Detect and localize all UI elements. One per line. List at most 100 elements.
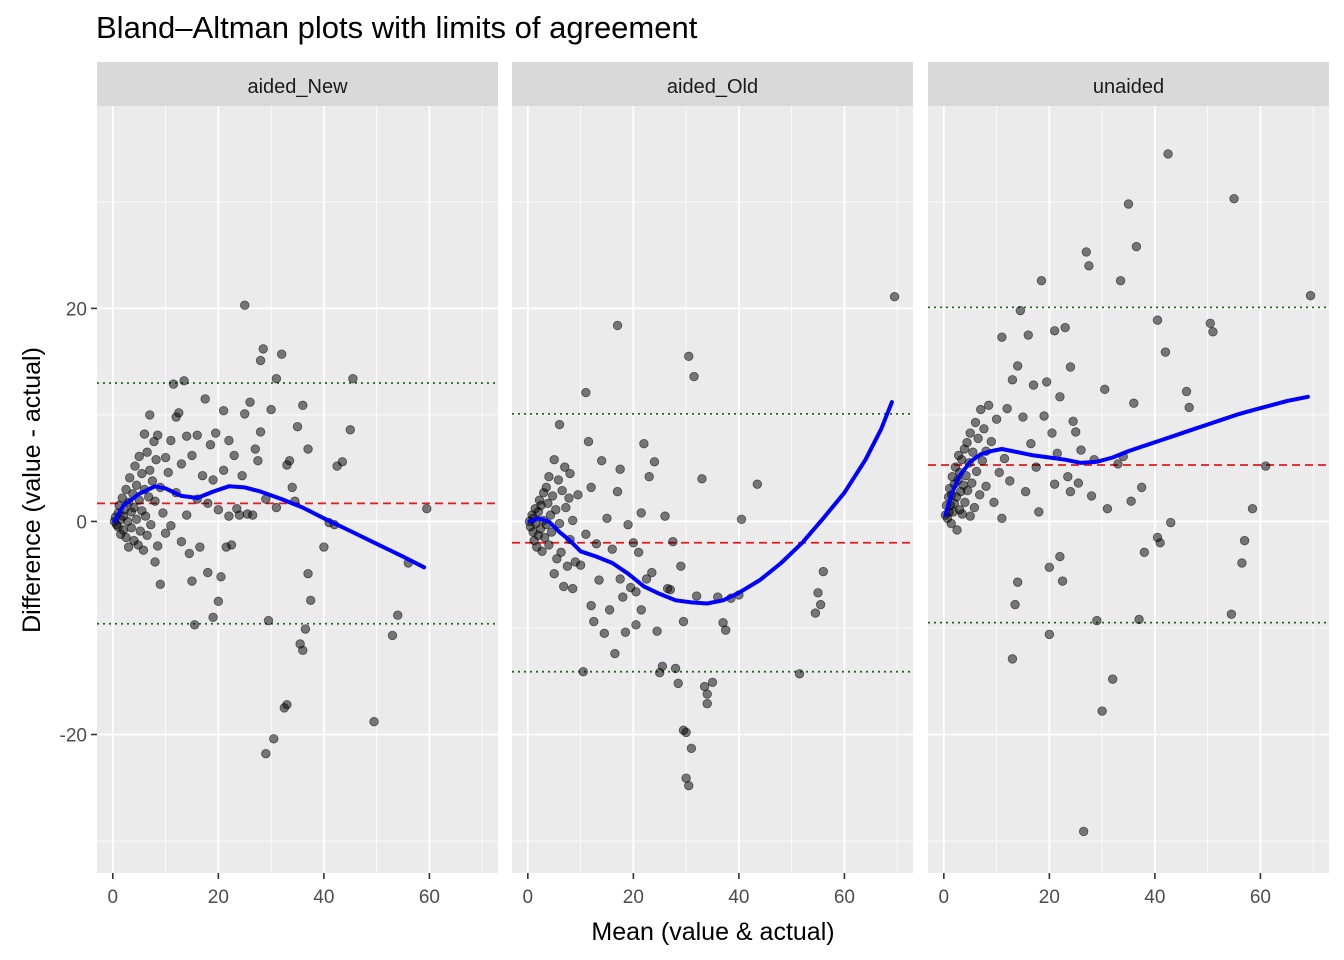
data-point — [560, 462, 570, 472]
data-point — [1086, 491, 1097, 501]
data-point — [152, 430, 163, 440]
data-point — [152, 541, 163, 551]
data-point — [305, 595, 316, 605]
data-point — [553, 475, 564, 485]
data-point — [131, 514, 142, 525]
data-point — [181, 431, 192, 441]
facet-strip-label: aided_Old — [667, 76, 758, 98]
data-point — [1123, 199, 1134, 209]
data-point — [546, 527, 557, 537]
data-point — [319, 542, 329, 552]
data-point — [999, 453, 1010, 464]
data-point — [150, 557, 160, 567]
data-point — [263, 615, 274, 626]
data-point — [216, 572, 226, 582]
data-point — [607, 544, 617, 554]
data-point — [636, 605, 646, 615]
data-point — [561, 502, 571, 513]
data-point — [138, 545, 149, 555]
data-point — [544, 472, 554, 482]
panel-background — [512, 106, 913, 873]
data-point — [564, 493, 574, 503]
data-point — [983, 400, 994, 411]
data-point — [142, 447, 152, 457]
data-point — [551, 505, 561, 515]
data-point — [681, 727, 691, 738]
data-point — [615, 574, 625, 584]
data-point — [271, 374, 282, 384]
data-point — [1237, 558, 1247, 568]
data-point — [1049, 479, 1060, 489]
data-point — [586, 482, 596, 493]
data-point — [131, 480, 142, 490]
data-point — [1026, 438, 1036, 449]
data-point — [602, 513, 612, 523]
data-point — [1100, 384, 1110, 395]
data-point — [973, 433, 983, 444]
data-point — [1065, 486, 1076, 497]
facet-panel: aided_Old 0 20 40 60 — [512, 62, 913, 908]
data-point — [1102, 503, 1113, 514]
data-point — [967, 478, 977, 488]
data-point — [952, 525, 962, 535]
data-point — [1184, 402, 1194, 413]
data-point — [946, 518, 956, 529]
data-point — [1005, 476, 1015, 486]
data-point — [989, 497, 999, 507]
data-point — [1226, 609, 1237, 619]
data-point — [1107, 674, 1118, 684]
data-point — [657, 661, 668, 672]
data-point — [549, 568, 559, 579]
data-point — [1126, 496, 1136, 506]
data-point — [639, 438, 649, 449]
data-point — [269, 734, 279, 744]
data-point — [670, 663, 681, 674]
data-point — [237, 470, 247, 481]
data-point — [631, 620, 641, 630]
data-point — [971, 466, 982, 477]
data-point — [200, 394, 210, 404]
data-point — [195, 542, 205, 552]
data-point — [581, 387, 591, 398]
data-point — [150, 496, 160, 506]
data-point — [976, 404, 986, 415]
data-point — [203, 498, 213, 509]
data-point — [345, 425, 355, 435]
data-point — [145, 465, 155, 476]
data-point — [176, 536, 187, 547]
data-point — [962, 437, 972, 448]
data-point — [697, 474, 707, 484]
plot-title: Bland–Altman plots with limits of agreem… — [96, 10, 698, 45]
data-point — [160, 452, 171, 463]
data-point — [1057, 576, 1068, 586]
data-point — [208, 612, 218, 623]
data-point — [981, 481, 991, 492]
data-point — [562, 561, 573, 571]
data-point — [1020, 486, 1031, 497]
data-point — [641, 574, 652, 584]
data-point — [583, 436, 594, 447]
data-point — [422, 503, 432, 514]
data-point — [1007, 654, 1018, 664]
data-point — [612, 486, 623, 497]
x-tick-label: 0 — [523, 887, 534, 908]
x-tick-label: 60 — [834, 887, 855, 908]
data-point — [145, 410, 155, 420]
data-point — [121, 532, 131, 543]
data-point — [179, 376, 189, 386]
x-tick-label: 60 — [1250, 887, 1271, 908]
data-point — [702, 698, 712, 709]
data-point — [247, 510, 258, 520]
data-point — [1071, 427, 1081, 437]
data-point — [1129, 398, 1139, 408]
data-point — [610, 648, 620, 659]
data-point — [1049, 326, 1060, 336]
data-point — [393, 610, 403, 620]
x-tick-label: 0 — [939, 887, 950, 908]
data-point — [591, 539, 602, 549]
data-point — [556, 547, 566, 558]
data-point — [620, 627, 631, 637]
data-point — [224, 435, 234, 446]
data-point — [673, 678, 683, 689]
